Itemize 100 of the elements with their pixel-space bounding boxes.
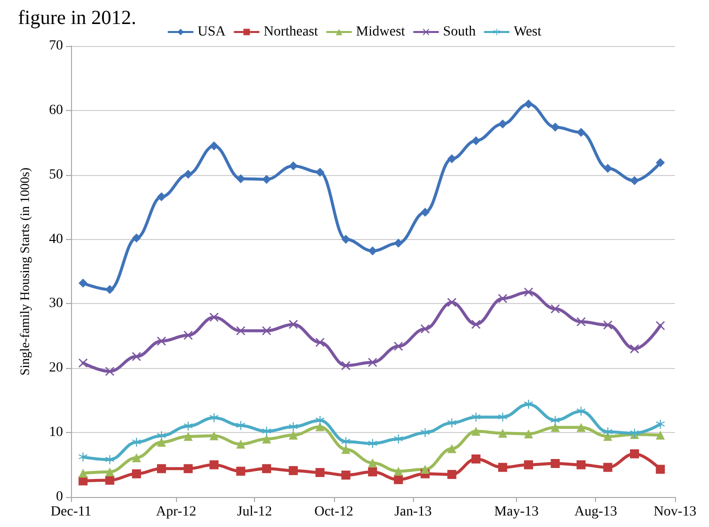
point bbox=[447, 444, 456, 454]
point bbox=[603, 432, 612, 441]
point bbox=[105, 476, 114, 485]
legend-label: USA bbox=[198, 24, 227, 40]
point bbox=[524, 429, 534, 438]
point bbox=[656, 464, 665, 474]
point bbox=[630, 176, 640, 186]
point bbox=[184, 422, 193, 431]
point bbox=[132, 469, 141, 478]
point bbox=[341, 234, 350, 244]
point bbox=[550, 422, 560, 432]
point bbox=[184, 330, 193, 340]
point bbox=[288, 466, 298, 476]
point bbox=[132, 453, 141, 462]
point bbox=[394, 475, 403, 484]
point bbox=[471, 454, 480, 464]
point bbox=[656, 430, 665, 440]
point bbox=[210, 413, 219, 422]
point bbox=[184, 432, 193, 441]
point bbox=[603, 462, 612, 472]
point bbox=[420, 464, 430, 474]
point bbox=[316, 422, 325, 432]
point bbox=[420, 428, 430, 438]
point bbox=[341, 470, 350, 480]
x-tick-label: Jan-13 bbox=[394, 504, 432, 520]
y-tick-label: 60 bbox=[49, 102, 63, 118]
y-tick-label: 50 bbox=[49, 167, 63, 182]
point bbox=[603, 164, 612, 173]
point bbox=[630, 449, 640, 458]
point bbox=[341, 444, 350, 454]
y-axis-title: Single-family Housing Starts (in 1000s) bbox=[17, 168, 32, 376]
point bbox=[236, 440, 246, 449]
point bbox=[603, 320, 612, 330]
point bbox=[236, 420, 246, 430]
point bbox=[498, 294, 508, 304]
y-tick-label: 10 bbox=[49, 425, 63, 440]
point bbox=[262, 464, 272, 474]
x-tick-label: Apr-12 bbox=[156, 504, 196, 520]
point bbox=[156, 464, 166, 474]
point bbox=[471, 426, 480, 436]
point bbox=[524, 460, 534, 470]
point bbox=[603, 427, 612, 436]
point bbox=[156, 336, 166, 346]
point bbox=[656, 420, 665, 429]
point bbox=[184, 464, 193, 474]
point bbox=[288, 422, 298, 432]
point bbox=[368, 458, 378, 468]
x-tick-label: May-13 bbox=[494, 504, 539, 520]
point bbox=[78, 452, 88, 462]
y-tick-label: 70 bbox=[49, 38, 63, 54]
y-tick-label: 20 bbox=[49, 360, 63, 376]
point bbox=[262, 426, 272, 436]
point bbox=[262, 326, 272, 336]
point bbox=[471, 136, 480, 146]
point bbox=[78, 278, 88, 288]
legend-label: West bbox=[514, 24, 542, 40]
point bbox=[341, 361, 350, 370]
point bbox=[471, 412, 480, 422]
y-tick-label: 30 bbox=[49, 296, 63, 312]
point bbox=[576, 422, 586, 432]
point bbox=[78, 468, 88, 478]
point bbox=[471, 320, 480, 329]
x-tick-label: Jul-12 bbox=[237, 504, 272, 520]
point bbox=[498, 428, 508, 438]
point bbox=[341, 437, 350, 446]
point bbox=[394, 466, 403, 476]
point bbox=[576, 128, 586, 137]
point bbox=[262, 174, 272, 184]
point bbox=[105, 455, 114, 464]
point bbox=[316, 168, 325, 177]
point bbox=[550, 458, 560, 468]
point bbox=[420, 208, 430, 217]
point bbox=[105, 467, 114, 476]
point bbox=[132, 438, 141, 447]
point bbox=[105, 366, 114, 376]
y-tick-label: 40 bbox=[49, 232, 63, 247]
point bbox=[262, 434, 272, 444]
point bbox=[420, 324, 430, 334]
point bbox=[447, 154, 456, 164]
point bbox=[210, 460, 219, 470]
point bbox=[447, 418, 456, 428]
point bbox=[656, 321, 665, 330]
point bbox=[316, 468, 325, 478]
point bbox=[498, 119, 508, 128]
point bbox=[368, 467, 378, 476]
point bbox=[132, 233, 141, 242]
point bbox=[630, 344, 640, 354]
point bbox=[156, 431, 166, 440]
point bbox=[524, 288, 534, 297]
point bbox=[524, 400, 534, 409]
point bbox=[447, 470, 456, 479]
point bbox=[498, 462, 508, 472]
point bbox=[210, 312, 219, 322]
point bbox=[576, 406, 586, 416]
y-tick-label: 0 bbox=[56, 490, 63, 504]
x-tick-label: Dec-11 bbox=[50, 504, 92, 520]
text: figure in 2012. bbox=[18, 7, 136, 29]
point bbox=[156, 192, 166, 202]
legend-label: Midwest bbox=[356, 24, 406, 40]
point bbox=[236, 466, 246, 476]
